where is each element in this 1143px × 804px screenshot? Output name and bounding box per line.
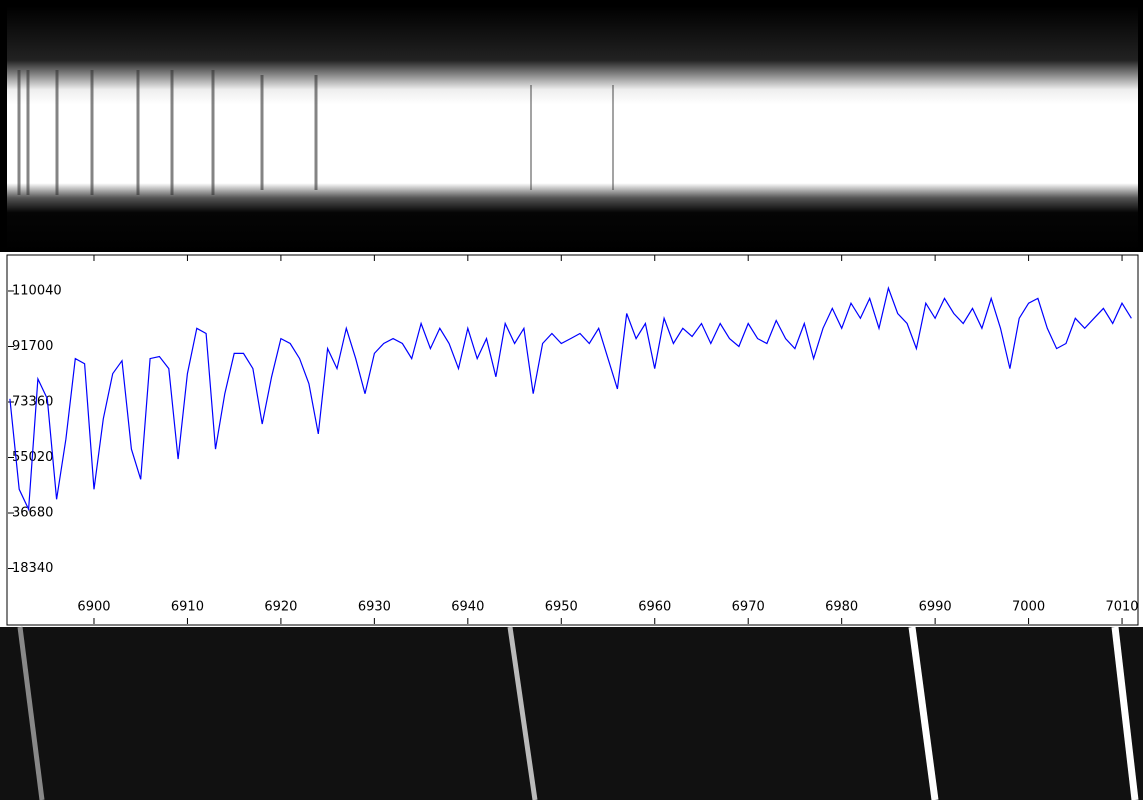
y-tick-label: 18340 — [12, 561, 53, 576]
x-tick-label: 7010 — [1105, 600, 1138, 615]
plot-frame — [6, 254, 1139, 626]
x-tick-label: 6910 — [171, 600, 204, 615]
x-tick-label: 7000 — [1012, 600, 1045, 615]
x-tick-label: 6920 — [264, 600, 297, 615]
x-tick-label: 6970 — [732, 600, 765, 615]
calibration-lines — [17, 626, 1139, 801]
y-tick-label: 110040 — [12, 283, 62, 298]
absorption-lines — [17, 70, 614, 195]
x-tick-label: 6980 — [825, 600, 858, 615]
x-tick-label: 6930 — [358, 600, 391, 615]
spectrum-band — [7, 6, 1138, 252]
spectrum-line — [9, 286, 1132, 512]
x-tick-label: 6900 — [77, 600, 110, 615]
x-tick-label: 6960 — [638, 600, 671, 615]
x-tick-label: 6940 — [451, 600, 484, 615]
y-tick-label: 36680 — [12, 505, 53, 520]
x-tick-label: 6950 — [545, 600, 578, 615]
calibration-image — [0, 627, 1143, 800]
y-tick-label: 91700 — [12, 339, 53, 354]
y-tick-label: 73360 — [12, 394, 53, 409]
x-tick-label: 6990 — [919, 600, 952, 615]
